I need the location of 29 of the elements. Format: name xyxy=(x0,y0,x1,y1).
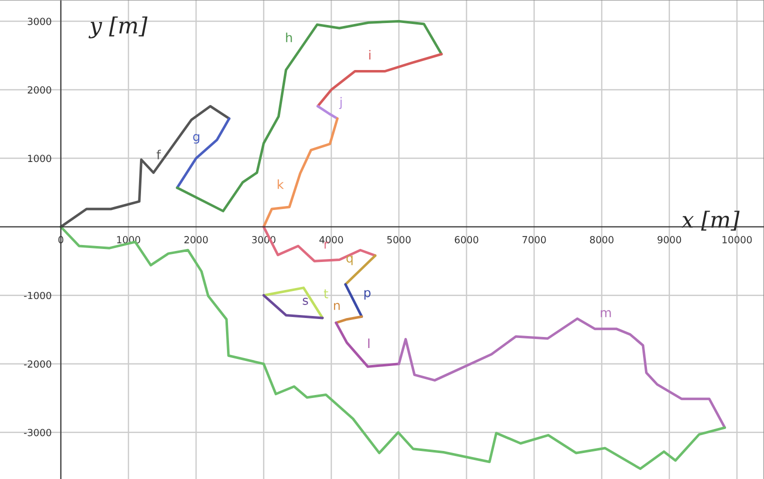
series-label: f xyxy=(156,150,161,160)
y-tick-label: 3000 xyxy=(28,18,52,26)
x-tick-label: 8000 xyxy=(590,236,614,244)
y-tick-label: -3000 xyxy=(24,428,52,436)
series-label: g xyxy=(193,134,200,144)
y-tick-label: 2000 xyxy=(28,86,52,94)
series-label: h xyxy=(286,32,292,42)
x-tick-label: 2000 xyxy=(184,236,208,244)
series-label: l xyxy=(368,338,370,348)
y-axis-title: y [m] xyxy=(88,16,148,38)
y-tick-label: -2000 xyxy=(24,360,52,368)
x-tick-label: 5000 xyxy=(387,236,411,244)
x-tick-label: 6000 xyxy=(454,236,478,244)
series-label: r xyxy=(324,242,329,249)
series-label: j xyxy=(339,96,342,110)
x-tick-label: 4000 xyxy=(319,236,344,244)
series-label: i xyxy=(369,50,370,60)
y-tick-label: -1000 xyxy=(24,292,52,300)
series-label: k xyxy=(278,179,284,189)
series-label: s xyxy=(302,298,308,305)
series-label: t xyxy=(324,289,328,298)
x-tick-label: 10000 xyxy=(722,236,752,244)
y-tick-label: 1000 xyxy=(28,154,52,162)
series-label: q xyxy=(346,255,353,266)
series-label: m xyxy=(600,310,611,318)
series-label: p xyxy=(364,290,371,300)
series-label: n xyxy=(334,302,340,310)
x-tick-label: 9000 xyxy=(658,236,682,244)
x-tick-label: 7000 xyxy=(522,236,546,244)
